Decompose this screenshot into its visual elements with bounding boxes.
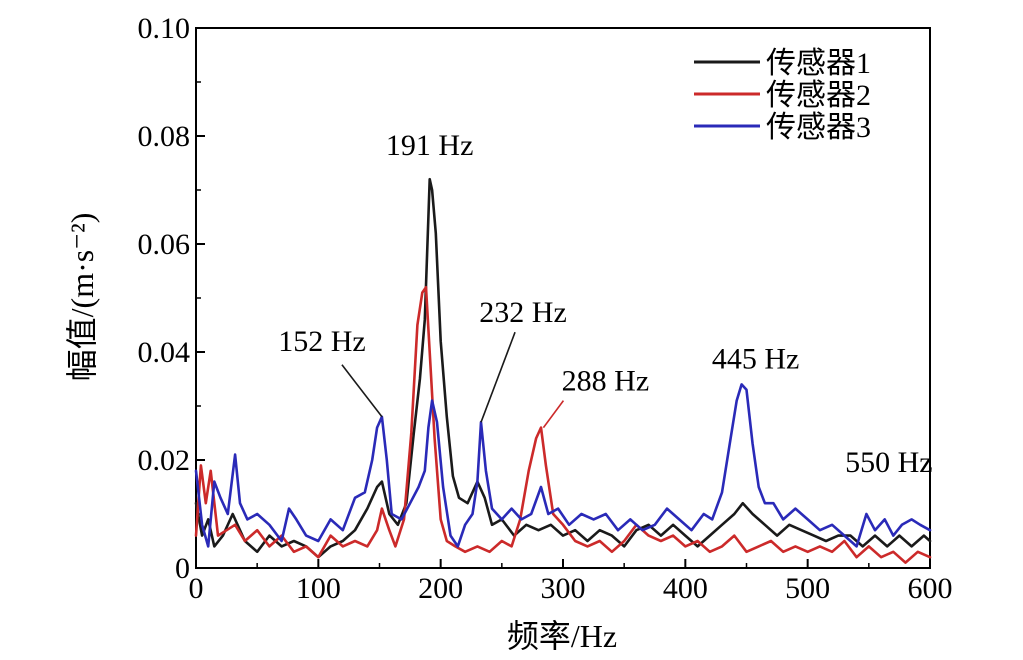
peak-label: 152 Hz [278,325,365,358]
series-line-3 [194,383,932,548]
x-tick-label: 200 [418,572,463,605]
x-tick-label: 500 [785,572,830,605]
annotation-leader [480,331,516,423]
annotation-leader [542,400,565,429]
x-axis: 0 100 200 300 400 500 600 [189,559,953,605]
peak-annotations: 191 Hz 152 Hz 232 Hz 288 Hz 445 Hz 550 Hz [278,129,932,479]
x-tick-label: 0 [189,572,204,605]
legend-label-1: 传感器1 [766,47,871,80]
legend-label-3: 传感器3 [766,111,871,144]
y-tick-label: 0 [175,552,190,585]
y-tick-label: 0.08 [138,120,191,153]
y-tick-label: 0.02 [138,444,191,477]
annotation-leader [341,364,383,418]
peak-label: 288 Hz [562,365,649,398]
y-tick-label: 0.06 [138,228,191,261]
x-tick-label: 600 [908,572,953,605]
x-tick-label: 400 [663,572,708,605]
y-axis-title: 幅值/(m·s⁻²) [64,213,100,382]
series-line-2 [194,285,932,564]
legend-label-2: 传感器2 [766,79,871,112]
peak-label: 550 Hz [845,446,932,479]
x-tick-label: 100 [296,572,341,605]
peak-label: 445 Hz [712,342,799,375]
y-tick-label: 0.10 [138,12,191,45]
x-axis-title: 频率/Hz [507,618,617,654]
x-tick-label: 300 [541,572,586,605]
y-tick-label: 0.04 [138,336,191,369]
peak-label: 191 Hz [386,129,473,162]
y-axis: 0 0.02 0.04 0.06 0.08 0.10 [138,12,205,585]
peak-label: 232 Hz [479,296,566,329]
series-lines [194,177,932,564]
